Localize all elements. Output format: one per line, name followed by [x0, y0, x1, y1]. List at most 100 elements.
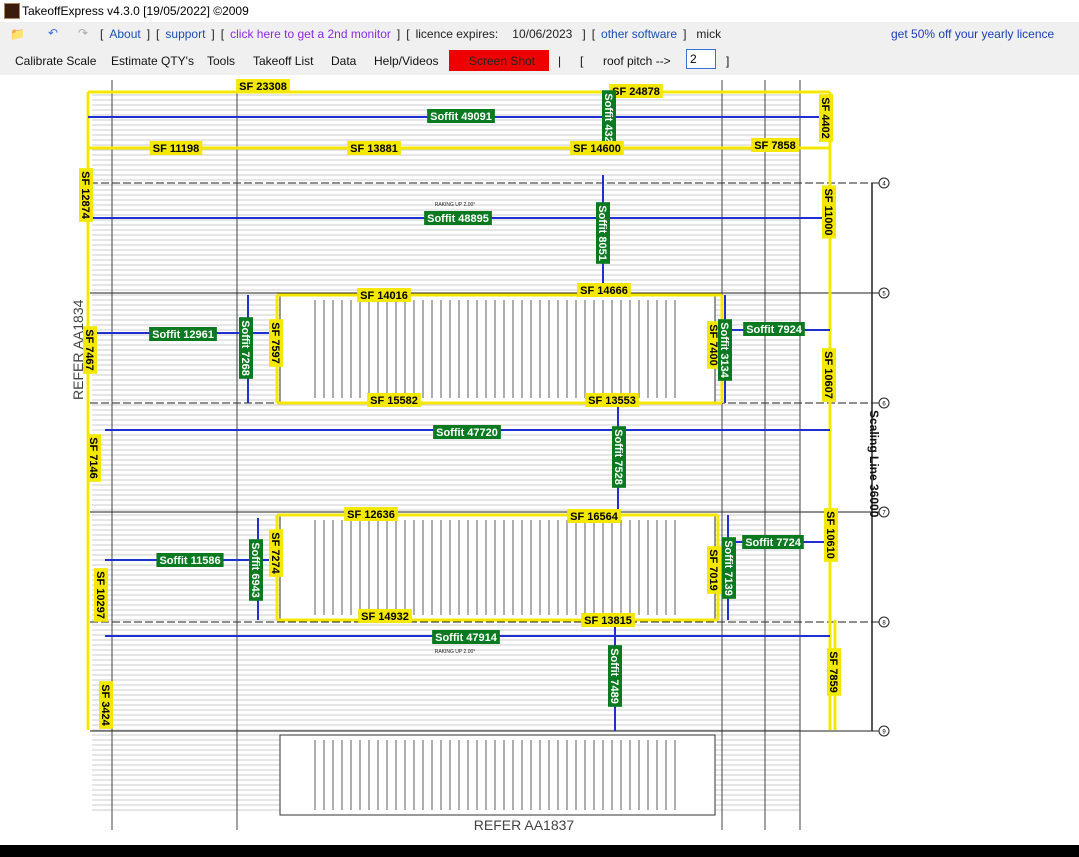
label-text: SF 14600	[573, 143, 621, 155]
label-text: SF 7858	[754, 140, 796, 152]
measure-label: SF 11198	[149, 141, 203, 155]
label-bg	[609, 84, 663, 98]
label-text: Soffit 7489	[608, 648, 620, 704]
label-text: SF 13553	[588, 395, 636, 407]
menu-item[interactable]: Tools	[207, 54, 236, 68]
measure-label: SF 3424	[99, 681, 113, 729]
label-text: SF 11198	[153, 143, 200, 155]
stair-block	[279, 734, 716, 816]
undo-button[interactable]: ↶	[48, 26, 59, 40]
label-text: SF 10607	[822, 351, 834, 399]
label-bg	[707, 546, 721, 594]
measure-label: Soffit 49091	[427, 109, 495, 123]
folder-button[interactable]: 📁	[10, 27, 25, 41]
pitch-label: roof pitch -->	[603, 54, 671, 68]
measure-label: Soffit 7489	[608, 645, 622, 707]
label-bg	[249, 539, 263, 601]
pitch-input[interactable]: 2	[686, 49, 716, 69]
menu-item[interactable]: Calibrate Scale	[15, 54, 97, 68]
grid-bubble	[878, 616, 890, 628]
label-bg	[581, 613, 635, 627]
label-text: SF 7597	[269, 322, 281, 364]
measure-label: SF 7146	[87, 434, 101, 482]
measure-label: Soffit 7268	[239, 317, 253, 379]
measure-label: SF 23308	[236, 79, 290, 93]
measure-label: SF 16564	[567, 509, 621, 523]
other-software-link[interactable]: other software	[601, 27, 678, 41]
promo-link[interactable]: get 50% off your yearly licence	[891, 27, 1055, 41]
label-bg	[742, 535, 804, 549]
label-text: Soffit 48895	[427, 213, 489, 225]
bracket: ]	[396, 27, 401, 41]
measure-label: SF 12636	[344, 507, 398, 521]
measure-label: SF 24878	[609, 84, 663, 98]
taskbar-edge	[0, 845, 1079, 857]
about-link[interactable]: About	[109, 27, 141, 41]
measure-label: SF 12874	[79, 168, 93, 222]
measure-label: SF 10607	[822, 348, 836, 402]
screenshot-button[interactable]: Screen Shot	[449, 50, 549, 71]
monitor-link[interactable]: click here to get a 2nd monitor	[230, 27, 391, 41]
label-bg	[608, 645, 622, 707]
label-bg	[751, 138, 799, 152]
toolbar-links: [About] [support] [click here to get a 2nd…	[100, 27, 727, 41]
measure-label: Soffit 47720	[433, 425, 501, 439]
raking-note: RAKING UP 2.00°	[435, 649, 476, 655]
label-bg	[358, 609, 412, 623]
measure-label: Soffit 7139	[722, 537, 736, 599]
bracket: [	[591, 27, 596, 41]
label-text: SF 7400	[707, 324, 719, 366]
measure-label: Soffit 432	[602, 90, 616, 146]
bracket: [	[580, 54, 584, 68]
bracket: ]	[146, 27, 151, 41]
redo-button: ↷	[78, 26, 89, 40]
label-bg	[236, 79, 290, 93]
label-bg	[822, 185, 836, 239]
menu-item[interactable]: Takeoff List	[253, 54, 314, 68]
grid-mark: 9	[882, 730, 886, 736]
label-text: Soffit 7924	[746, 324, 803, 336]
grid-mark: 6	[882, 402, 886, 408]
label-text: Soffit 7724	[745, 537, 802, 549]
separator: |	[558, 54, 562, 68]
label-bg	[347, 141, 401, 155]
menu-item[interactable]: Help/Videos	[374, 54, 439, 68]
label-text: SF 14016	[360, 290, 408, 302]
label-bg	[87, 434, 101, 482]
measure-label: SF 4402	[819, 94, 833, 142]
measure-label: SF 14666	[577, 283, 631, 297]
label-text: SF 7019	[707, 549, 719, 591]
label-bg	[827, 648, 841, 696]
label-text: SF 13815	[584, 615, 632, 627]
licence-date: 10/06/2023	[512, 27, 573, 41]
label-text: SF 7467	[83, 329, 95, 371]
menu-item[interactable]: Data	[331, 54, 357, 68]
grid-bubble	[878, 287, 890, 299]
measure-label: SF 13553	[585, 393, 639, 407]
bracket: ]	[582, 27, 586, 41]
measure-label: Soffit 7924	[743, 322, 805, 336]
licence-label: licence expires:	[415, 27, 499, 41]
label-text: Soffit 7528	[612, 429, 624, 485]
measure-label: SF 15582	[367, 393, 421, 407]
measure-label: SF 7859	[827, 648, 841, 696]
label-bg	[577, 283, 631, 297]
label-bg	[239, 317, 253, 379]
measure-label: SF 7274	[269, 529, 283, 577]
label-text: SF 15582	[370, 395, 418, 407]
menu-item[interactable]: Estimate QTY's	[111, 54, 194, 68]
label-text: Soffit 7139	[722, 540, 734, 596]
label-bg	[357, 288, 411, 302]
label-text: SF 7859	[827, 651, 839, 693]
label-text: SF 14666	[580, 285, 628, 297]
label-text: Soffit 8051	[596, 205, 608, 261]
measure-label: SF 11000	[822, 185, 836, 239]
stair-block	[279, 514, 716, 621]
label-text: SF 23308	[239, 81, 287, 93]
label-text: Soffit 47720	[436, 427, 498, 439]
label-bg	[149, 327, 217, 341]
label-text: SF 7146	[87, 437, 99, 479]
label-bg	[822, 348, 836, 402]
raking-note: RAKING UP 2.00°	[435, 202, 476, 208]
support-link[interactable]: support	[165, 27, 206, 41]
